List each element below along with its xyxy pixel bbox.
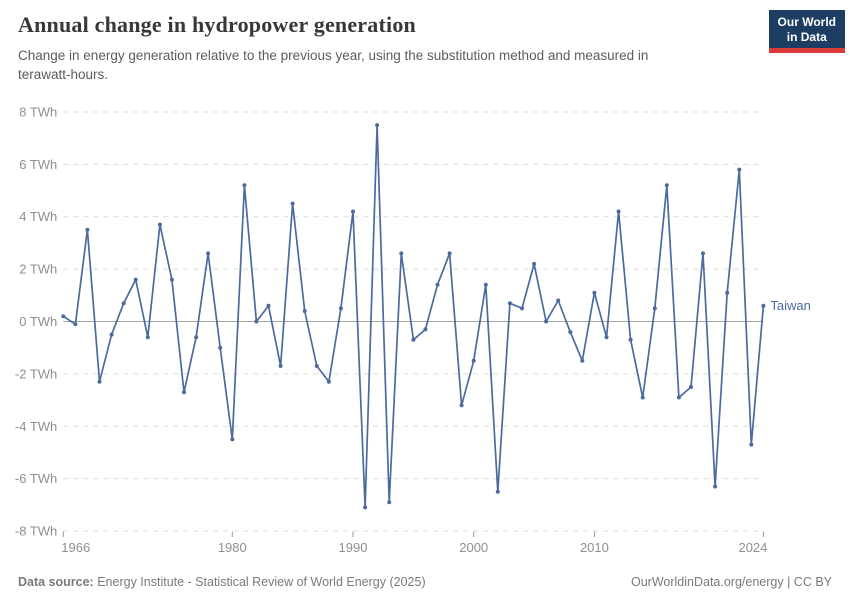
data-point-marker: [73, 322, 78, 327]
owid-logo: Our World in Data: [768, 10, 845, 53]
data-point-marker: [616, 209, 621, 214]
y-tick-label: 8 TWh: [19, 104, 57, 119]
x-tick-label: 2010: [580, 540, 609, 555]
data-source: Data source: Energy Institute - Statisti…: [18, 575, 426, 589]
y-tick-label: -8 TWh: [15, 524, 57, 539]
data-point-marker: [676, 395, 681, 400]
data-point-marker: [737, 167, 742, 172]
data-point-marker: [628, 337, 633, 342]
data-point-marker: [749, 442, 754, 447]
data-point-marker: [169, 277, 174, 282]
series-end-label: Taiwan: [770, 298, 810, 313]
data-point-marker: [302, 309, 307, 313]
data-point-marker: [664, 183, 669, 188]
data-point-marker: [194, 335, 199, 340]
data-point-marker: [278, 364, 283, 368]
data-point-marker: [556, 298, 561, 303]
data-point-marker: [580, 358, 585, 363]
data-point-marker: [471, 358, 476, 363]
data-point-marker: [520, 306, 524, 311]
chart-footer: Data source: Energy Institute - Statisti…: [18, 575, 832, 589]
owid-logo-line2: in Data: [786, 30, 827, 44]
data-point-marker: [254, 319, 259, 324]
data-point-marker: [121, 301, 126, 306]
data-point-marker: [544, 319, 549, 324]
data-point-marker: [652, 306, 657, 311]
data-point-marker: [182, 390, 186, 395]
data-point-marker: [351, 209, 355, 214]
data-point-marker: [230, 437, 235, 442]
data-point-marker: [145, 335, 150, 340]
chart-subtitle: Change in energy generation relative to …: [18, 48, 649, 83]
data-point-marker: [713, 484, 718, 489]
x-tick-label: 2000: [459, 540, 488, 555]
data-point-marker: [218, 345, 223, 350]
data-point-marker: [387, 500, 392, 505]
data-point-marker: [483, 282, 488, 287]
data-point-marker: [592, 290, 597, 295]
x-tick-label: 1966: [61, 540, 90, 555]
data-point-marker: [338, 306, 343, 311]
data-point-marker: [495, 489, 500, 494]
data-point-marker: [375, 123, 380, 128]
data-point-marker: [435, 282, 440, 287]
x-tick-label: 2024: [738, 540, 767, 555]
chart-header: Annual change in hydropower generation C…: [18, 12, 760, 84]
x-tick-label: 1980: [218, 540, 247, 555]
data-point-marker: [532, 261, 537, 266]
footer-credit: OurWorldinData.org/energy | CC BY: [630, 575, 832, 589]
data-point-marker: [85, 227, 90, 232]
data-point-marker: [604, 335, 609, 340]
data-point-marker: [701, 251, 705, 256]
data-point-marker: [423, 327, 428, 332]
y-tick-label: 2 TWh: [19, 262, 57, 277]
page-title: Annual change in hydropower generation: [18, 12, 416, 37]
data-point-marker: [61, 314, 66, 319]
data-point-marker: [206, 251, 211, 256]
series-line: [62, 124, 765, 509]
data-point-marker: [133, 277, 138, 282]
y-tick-label: -4 TWh: [15, 419, 57, 434]
data-point-marker: [266, 303, 271, 308]
data-point-marker: [363, 505, 368, 510]
data-point-marker: [640, 395, 645, 400]
data-point-marker: [689, 385, 693, 389]
data-point-marker: [242, 183, 247, 188]
data-point-marker: [507, 301, 512, 306]
data-point-marker: [459, 403, 464, 408]
data-source-text: Energy Institute - Statistical Review of…: [97, 575, 426, 589]
data-source-label: Data source:: [18, 575, 94, 589]
x-tick-label: 1990: [339, 540, 368, 555]
data-point-marker: [326, 379, 331, 384]
data-point-marker: [97, 379, 102, 384]
data-point-marker: [447, 251, 452, 256]
y-tick-label: 4 TWh: [19, 209, 57, 224]
y-tick-label: 6 TWh: [19, 157, 57, 172]
data-point-marker: [411, 337, 416, 342]
data-point-marker: [725, 290, 730, 295]
y-tick-label: -6 TWh: [15, 471, 57, 486]
data-point-marker: [761, 303, 766, 308]
data-point-marker: [399, 251, 404, 256]
y-tick-label: -2 TWh: [15, 366, 57, 381]
data-point-marker: [314, 364, 319, 368]
y-tick-label: 0 TWh: [19, 314, 57, 329]
owid-logo-line1: Our World: [777, 15, 836, 29]
data-point-marker: [109, 332, 114, 337]
data-point-marker: [290, 201, 295, 206]
data-point-marker: [568, 330, 573, 334]
data-point-marker: [157, 222, 162, 227]
